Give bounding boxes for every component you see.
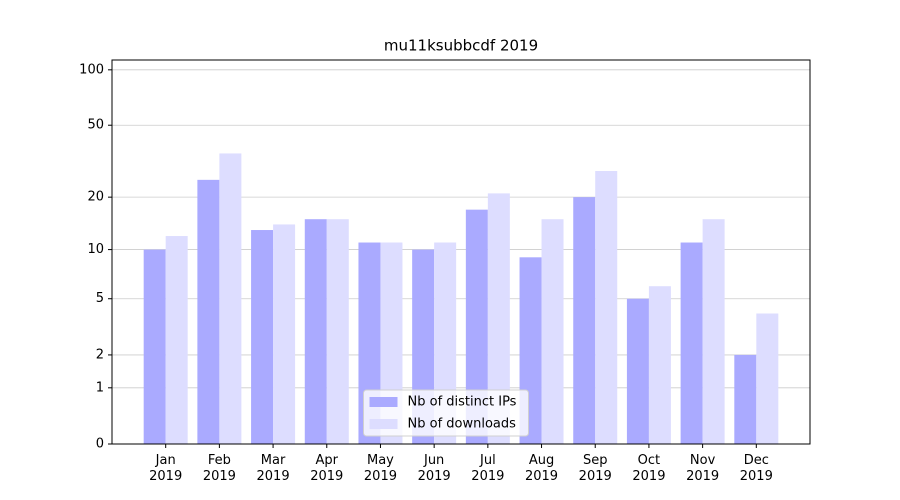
- y-tick-label: 100: [79, 62, 104, 77]
- x-tick-label: Jun 2019: [417, 453, 451, 484]
- x-tick-label: Aug 2019: [524, 453, 559, 484]
- plot-frame: [111, 59, 811, 445]
- x-tick-label: Apr 2019: [310, 453, 344, 484]
- y-tick-label: 20: [87, 190, 104, 205]
- bar: [573, 197, 596, 444]
- x-tick-label: May 2019: [363, 453, 397, 484]
- y-tick-label: 50: [87, 118, 104, 133]
- bar: [143, 249, 166, 444]
- x-tick-label: Jan 2019: [149, 453, 183, 484]
- y-tick-label: 5: [96, 291, 104, 306]
- bar: [304, 219, 327, 444]
- legend-swatch: [369, 397, 398, 407]
- bar: [595, 170, 618, 444]
- bar: [734, 354, 757, 444]
- x-tick-label: Feb 2019: [202, 453, 236, 484]
- y-tick-label: 10: [87, 242, 104, 257]
- legend-label: Nb of downloads: [408, 417, 517, 432]
- x-tick-label: Dec 2019: [739, 453, 773, 484]
- bar: [219, 153, 242, 444]
- y-tick-label: 0: [96, 437, 104, 452]
- x-tick-label: Oct 2019: [632, 453, 666, 484]
- y-tick-label: 2: [96, 347, 104, 362]
- x-tick-label: Mar 2019: [256, 453, 290, 484]
- bar: [251, 230, 274, 444]
- x-tick-label: Sep 2019: [578, 453, 612, 484]
- bar: [756, 313, 779, 444]
- y-tick-label: 1: [96, 380, 104, 395]
- bar: [487, 193, 510, 444]
- bar: [680, 242, 703, 444]
- bar: [702, 219, 725, 444]
- bar: [626, 298, 649, 444]
- x-tick-label: Nov 2019: [686, 453, 720, 484]
- bar: [326, 219, 349, 444]
- bar: [273, 224, 296, 444]
- bar: [648, 286, 671, 444]
- x-tick-label: Jul 2019: [471, 453, 505, 484]
- bar: [465, 209, 488, 444]
- bar: [165, 236, 188, 444]
- chart-title: mu11ksubbcdf 2019: [384, 37, 538, 55]
- legend-label: Nb of distinct IPs: [408, 395, 517, 410]
- legend-swatch: [369, 419, 398, 429]
- legend: Nb of distinct IPs Nb of downloads: [363, 389, 529, 437]
- legend-box: [363, 389, 529, 437]
- bar: [541, 219, 564, 444]
- bar: [197, 179, 220, 445]
